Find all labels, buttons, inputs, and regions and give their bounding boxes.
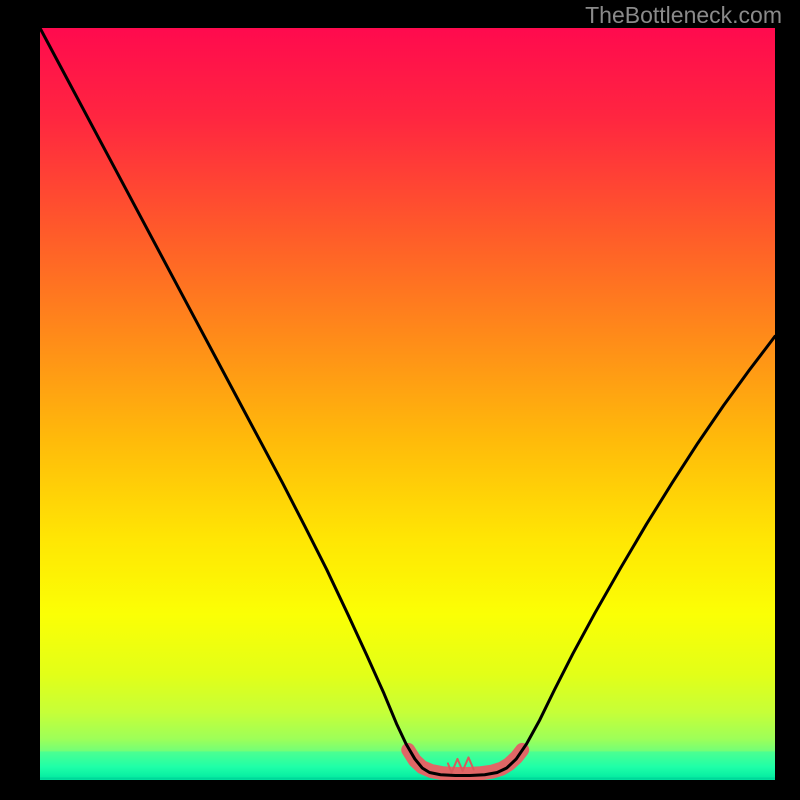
gradient-background [40,28,775,780]
plot-area [40,28,775,780]
chart-frame: TheBottleneck.com [0,0,800,800]
watermark-text: TheBottleneck.com [585,2,782,29]
chart-svg [40,28,775,780]
